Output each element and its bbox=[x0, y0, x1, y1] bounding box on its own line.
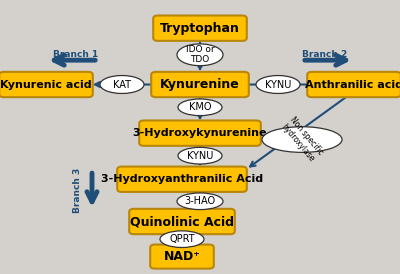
Text: Branch 3: Branch 3 bbox=[74, 167, 82, 213]
FancyBboxPatch shape bbox=[150, 245, 214, 269]
Text: Branch 2: Branch 2 bbox=[302, 50, 348, 59]
FancyBboxPatch shape bbox=[139, 121, 261, 146]
Text: 3-Hydroxykynurenine: 3-Hydroxykynurenine bbox=[133, 128, 267, 138]
Text: 3-Hydroxyanthranilic Acid: 3-Hydroxyanthranilic Acid bbox=[101, 174, 263, 184]
Text: Non specific
hydroxylase: Non specific hydroxylase bbox=[280, 115, 324, 164]
Text: KAT: KAT bbox=[113, 79, 131, 90]
Text: IDO or
TDO: IDO or TDO bbox=[186, 45, 214, 64]
Text: KYNU: KYNU bbox=[265, 79, 291, 90]
Text: Kynurenine: Kynurenine bbox=[160, 78, 240, 91]
Text: Kynurenic acid: Kynurenic acid bbox=[0, 79, 92, 90]
Text: Quinolinic Acid: Quinolinic Acid bbox=[130, 215, 234, 228]
FancyBboxPatch shape bbox=[153, 16, 247, 41]
Text: KYNU: KYNU bbox=[187, 151, 213, 161]
Text: KMO: KMO bbox=[189, 102, 211, 112]
FancyBboxPatch shape bbox=[151, 72, 249, 97]
Ellipse shape bbox=[177, 193, 223, 210]
Ellipse shape bbox=[256, 76, 300, 93]
Text: Tryptophan: Tryptophan bbox=[160, 22, 240, 35]
FancyBboxPatch shape bbox=[307, 72, 400, 97]
Ellipse shape bbox=[178, 147, 222, 164]
FancyBboxPatch shape bbox=[0, 72, 93, 97]
Ellipse shape bbox=[100, 76, 144, 93]
Ellipse shape bbox=[178, 99, 222, 116]
Ellipse shape bbox=[160, 231, 204, 247]
Text: Branch 1: Branch 1 bbox=[52, 50, 98, 59]
Text: NAD⁺: NAD⁺ bbox=[164, 250, 200, 263]
FancyBboxPatch shape bbox=[117, 167, 247, 192]
Text: 3-HAO: 3-HAO bbox=[184, 196, 216, 206]
Ellipse shape bbox=[262, 127, 342, 152]
Ellipse shape bbox=[177, 44, 223, 66]
Text: QPRT: QPRT bbox=[169, 234, 195, 244]
Text: Anthranilic acid: Anthranilic acid bbox=[305, 79, 400, 90]
FancyBboxPatch shape bbox=[129, 209, 235, 234]
